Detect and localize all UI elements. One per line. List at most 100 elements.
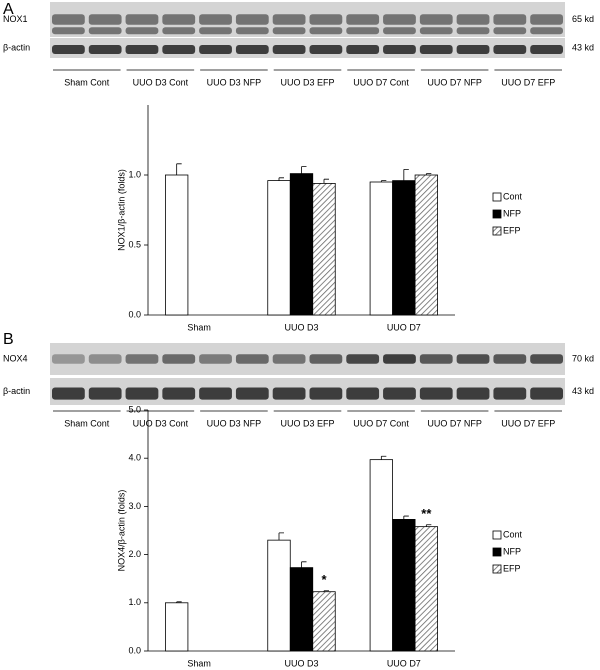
lane-label: UUO D3 Cont [133, 77, 189, 87]
blot-band [493, 387, 527, 400]
lane-label: Sham Cont [64, 77, 110, 87]
blot-band [88, 45, 122, 54]
legend-label: Cont [503, 529, 523, 539]
band-size: 43 kd [572, 42, 594, 52]
annotation: * [321, 572, 327, 587]
blot-band [419, 387, 453, 400]
band-size: 65 kd [572, 14, 594, 24]
blot-band [162, 354, 196, 364]
blot-band [346, 387, 380, 400]
error-bar [176, 163, 182, 175]
x-tick-label: Sham [187, 322, 211, 332]
blot-band [52, 45, 85, 54]
legend-swatch [492, 564, 502, 574]
lane-label: UUO D3 EFP [280, 77, 334, 87]
blot-band [125, 387, 159, 400]
blot-band [493, 27, 527, 35]
blot-band [272, 354, 306, 364]
blot-band [88, 387, 122, 400]
blot-band [162, 27, 196, 35]
legend-swatch [492, 192, 502, 202]
bar [369, 181, 393, 316]
error-bar [301, 166, 307, 174]
blot-band [88, 14, 122, 25]
blot-band [52, 27, 85, 35]
blot-band [235, 387, 269, 400]
blot-band [272, 14, 306, 25]
blot-band [199, 45, 232, 54]
legend-swatch [492, 530, 502, 540]
blot-band [52, 14, 85, 25]
y-tick-label: 1.0 [128, 597, 141, 607]
bar [289, 173, 314, 316]
y-tick-label: 0.0 [128, 309, 141, 319]
blot-band [199, 27, 232, 35]
blot-band [199, 354, 232, 364]
blot-band [52, 387, 85, 400]
error-bar [403, 515, 409, 520]
y-tick-label: 4.0 [128, 453, 141, 463]
error-bar [403, 169, 409, 181]
bar [414, 526, 438, 652]
error-bar [323, 178, 329, 184]
blot-band [235, 27, 269, 35]
band-label: NOX4 [3, 353, 28, 363]
blot-band [493, 45, 527, 54]
annotation: ** [421, 506, 432, 521]
blot-band [419, 354, 453, 364]
bar [392, 519, 416, 652]
blot-band [383, 14, 416, 25]
bar [165, 602, 189, 652]
blot-band [162, 14, 196, 25]
blot-band [383, 354, 416, 364]
bar [392, 180, 416, 316]
blot-band [272, 387, 306, 400]
lane-label: UUO D7 EFP [501, 77, 555, 87]
band-label: β-actin [3, 386, 30, 396]
blot-band [199, 387, 232, 400]
bar [312, 591, 336, 652]
y-tick-label: 0.0 [128, 645, 141, 655]
blot-band [383, 387, 416, 400]
bar [369, 459, 393, 652]
y-tick-label: 5.0 [128, 404, 141, 414]
lane-label: UUO D7 NFP [427, 418, 482, 428]
legend-swatch [492, 547, 502, 557]
lane-label: UUO D7 EFP [501, 418, 555, 428]
band-size: 70 kd [572, 353, 594, 363]
legend-label: NFP [503, 546, 521, 556]
legend-swatch [492, 226, 502, 236]
error-bar [425, 173, 432, 175]
blot-band [346, 14, 380, 25]
bar [267, 539, 291, 652]
bar [267, 180, 291, 316]
error-bar [301, 561, 307, 568]
blot-band [125, 14, 159, 25]
blot-band [346, 45, 380, 54]
y-tick-label: 3.0 [128, 501, 141, 511]
blot-band [272, 27, 306, 35]
blot-band [52, 354, 85, 364]
lane-label: UUO D7 NFP [427, 77, 482, 87]
legend-swatch [492, 209, 502, 219]
blot-band [419, 14, 453, 25]
blot-band [125, 27, 159, 35]
band-label: NOX1 [3, 14, 28, 24]
x-tick-label: UUO D7 [387, 322, 421, 332]
lane-label: UUO D3 Cont [133, 418, 189, 428]
y-tick-label: 0.5 [128, 239, 141, 249]
lane-label: Sham Cont [64, 418, 110, 428]
blot-band [309, 387, 343, 400]
bar [414, 174, 438, 316]
error-bar [380, 180, 387, 182]
lane-label: UUO D7 Cont [353, 77, 409, 87]
blot-band [309, 354, 343, 364]
error-bar [425, 524, 432, 527]
legend-label: EFP [503, 563, 521, 573]
blot-band [383, 27, 416, 35]
band-size: 43 kd [572, 386, 594, 396]
panel-label: A [3, 1, 14, 18]
y-axis-label: NOX4/β-actin (folds) [116, 490, 126, 572]
